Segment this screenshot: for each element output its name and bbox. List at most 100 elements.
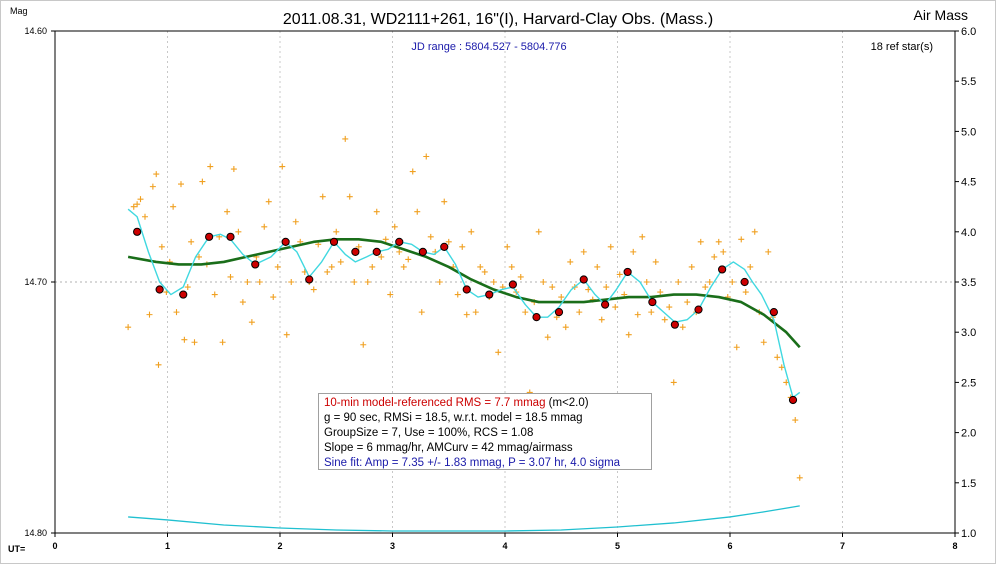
raw-point bbox=[382, 236, 389, 243]
raw-point bbox=[328, 263, 335, 270]
raw-point bbox=[227, 273, 234, 280]
ref-stars-label: 18 ref star(s) bbox=[871, 41, 933, 53]
raw-point bbox=[274, 263, 281, 270]
x-tick-label: 0 bbox=[52, 541, 57, 551]
binned-point bbox=[351, 247, 360, 256]
raw-point bbox=[378, 253, 385, 260]
raw-point bbox=[747, 263, 754, 270]
raw-point bbox=[324, 268, 331, 275]
binned-point bbox=[718, 265, 727, 274]
y-right-tick-label: 5.5 bbox=[961, 76, 976, 88]
raw-point bbox=[146, 311, 153, 318]
raw-point bbox=[508, 263, 515, 270]
raw-point bbox=[630, 248, 637, 255]
raw-point bbox=[337, 258, 344, 265]
raw-point bbox=[396, 248, 403, 255]
raw-point bbox=[199, 178, 206, 185]
raw-point bbox=[459, 243, 466, 250]
y-right-tick-label: 1.5 bbox=[961, 478, 976, 490]
rms-value: 10-min model-referenced RMS = 7.7 mmag bbox=[324, 397, 546, 409]
raw-point bbox=[684, 299, 691, 306]
raw-point bbox=[454, 291, 461, 298]
raw-point bbox=[544, 334, 551, 341]
y-right-tick-label: 2.0 bbox=[961, 428, 976, 440]
x-tick-label: 7 bbox=[840, 541, 845, 551]
model-fit-series bbox=[127, 238, 801, 349]
raw-point bbox=[360, 341, 367, 348]
raw-point bbox=[760, 339, 767, 346]
jd-range-label: JD range : 5804.527 - 5804.776 bbox=[411, 41, 566, 53]
raw-point bbox=[742, 289, 749, 296]
raw-point bbox=[675, 279, 682, 285]
raw-point bbox=[580, 248, 587, 255]
x-tick-label: 2 bbox=[277, 541, 282, 551]
raw-point bbox=[184, 284, 191, 291]
x-tick-label: 1 bbox=[165, 541, 170, 551]
raw-point bbox=[612, 304, 619, 311]
raw-point bbox=[792, 417, 799, 424]
raw-point bbox=[616, 271, 623, 278]
y-right-tick-label: 3.0 bbox=[961, 327, 976, 339]
raw-point bbox=[697, 238, 704, 245]
raw-point bbox=[535, 228, 542, 235]
binned-point bbox=[251, 260, 260, 269]
raw-point bbox=[310, 286, 317, 293]
raw-point bbox=[230, 166, 237, 173]
x-tick-label: 3 bbox=[390, 541, 395, 551]
raw-point bbox=[292, 218, 299, 225]
binned-point bbox=[372, 247, 381, 256]
raw-point bbox=[436, 279, 443, 285]
raw-point bbox=[648, 309, 655, 316]
binned-point bbox=[440, 242, 449, 251]
raw-point bbox=[423, 153, 430, 160]
y-left-tick-label: 14.80 bbox=[24, 528, 47, 538]
raw-point bbox=[239, 299, 246, 306]
raw-point bbox=[639, 233, 646, 240]
raw-point bbox=[211, 291, 218, 298]
model-fit-curve bbox=[127, 238, 801, 349]
raw-point bbox=[576, 309, 583, 316]
raw-point bbox=[711, 253, 718, 260]
binned-point bbox=[601, 300, 610, 309]
raw-point bbox=[235, 228, 242, 235]
raw-point bbox=[405, 256, 412, 263]
binned-point bbox=[305, 275, 314, 284]
raw-point bbox=[607, 243, 614, 250]
y-right-tick-label: 1.0 bbox=[961, 528, 976, 540]
raw-point bbox=[387, 291, 394, 298]
raw-point bbox=[657, 289, 664, 296]
raw-point bbox=[517, 273, 524, 280]
raw-point bbox=[688, 263, 695, 270]
raw-point bbox=[495, 349, 502, 356]
raw-point bbox=[283, 331, 290, 338]
raw-point bbox=[256, 279, 263, 285]
left-axis-title: Mag bbox=[10, 6, 28, 16]
raw-point bbox=[598, 316, 605, 323]
y-right-tick-label: 5.0 bbox=[961, 126, 976, 138]
binned-point bbox=[740, 277, 749, 287]
raw-point bbox=[729, 279, 736, 285]
binned-point bbox=[769, 308, 778, 317]
raw-point bbox=[414, 208, 421, 215]
raw-point bbox=[441, 198, 448, 205]
binned-point bbox=[133, 227, 142, 236]
raw-point bbox=[706, 279, 713, 285]
raw-point bbox=[191, 339, 198, 346]
x-tick-label: 8 bbox=[952, 541, 957, 551]
binned-point bbox=[532, 313, 541, 322]
raw-point bbox=[369, 263, 376, 270]
y-right-tick-label: 4.5 bbox=[961, 177, 976, 189]
raw-point bbox=[733, 344, 740, 351]
y-right-tick-label: 2.5 bbox=[961, 377, 976, 389]
slope-line: Slope = 6 mmag/hr, AMCurv = 42 mmag/airm… bbox=[324, 442, 573, 454]
raw-point bbox=[355, 243, 362, 250]
binned-point bbox=[226, 232, 235, 241]
binned-point bbox=[670, 320, 679, 329]
binned-point bbox=[281, 237, 290, 246]
raw-point bbox=[125, 324, 132, 331]
raw-point bbox=[219, 339, 226, 346]
raw-point bbox=[567, 258, 574, 265]
raw-point bbox=[468, 228, 475, 235]
y-right-tick-label: 4.0 bbox=[961, 227, 976, 239]
binned-points-series bbox=[133, 227, 798, 405]
